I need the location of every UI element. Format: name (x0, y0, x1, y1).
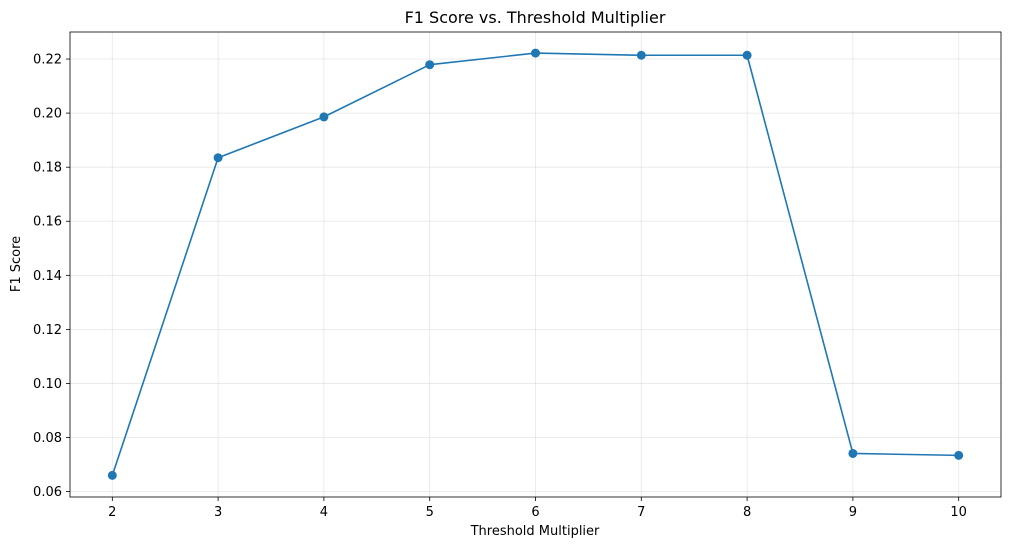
data-point (213, 153, 223, 163)
y-tick-label: 0.12 (33, 323, 62, 338)
y-tick-label: 0.20 (33, 107, 62, 122)
data-point (742, 50, 752, 60)
x-tick-label: 3 (214, 505, 222, 520)
x-tick-label: 8 (743, 505, 751, 520)
axis-ticks: 2 3 4 5 6 7 8 9 10 0.06 0.08 0.10 0.12 0.14 0.16 0.18 0.… (33, 53, 967, 520)
y-tick-label: 0.16 (33, 215, 62, 230)
x-tick-label: 7 (637, 505, 645, 520)
x-tick-label: 5 (426, 505, 434, 520)
series (107, 48, 964, 480)
y-tick-label: 0.10 (33, 377, 62, 392)
y-tick-label: 0.08 (33, 431, 62, 446)
data-point (848, 448, 858, 458)
x-axis-label: Threshold Multiplier (470, 524, 600, 539)
y-tick-label: 0.18 (33, 161, 62, 176)
grid (70, 32, 1001, 497)
data-point (107, 470, 117, 480)
y-tick-label: 0.22 (33, 53, 62, 68)
x-tick-label: 2 (108, 505, 116, 520)
data-point (531, 48, 540, 58)
y-tick-label: 0.14 (33, 269, 62, 284)
x-tick-label: 9 (849, 505, 857, 520)
data-point (636, 50, 646, 60)
y-tick-label: 0.06 (33, 485, 62, 500)
x-tick-label: 10 (950, 505, 967, 520)
y-axis-label: F1 Score (9, 236, 24, 292)
x-tick-label: 6 (531, 505, 539, 520)
data-point (425, 60, 435, 70)
chart-title: F1 Score vs. Threshold Multiplier (405, 8, 666, 27)
x-tick-label: 4 (320, 505, 328, 520)
data-point (319, 112, 329, 122)
data-point (954, 450, 964, 460)
